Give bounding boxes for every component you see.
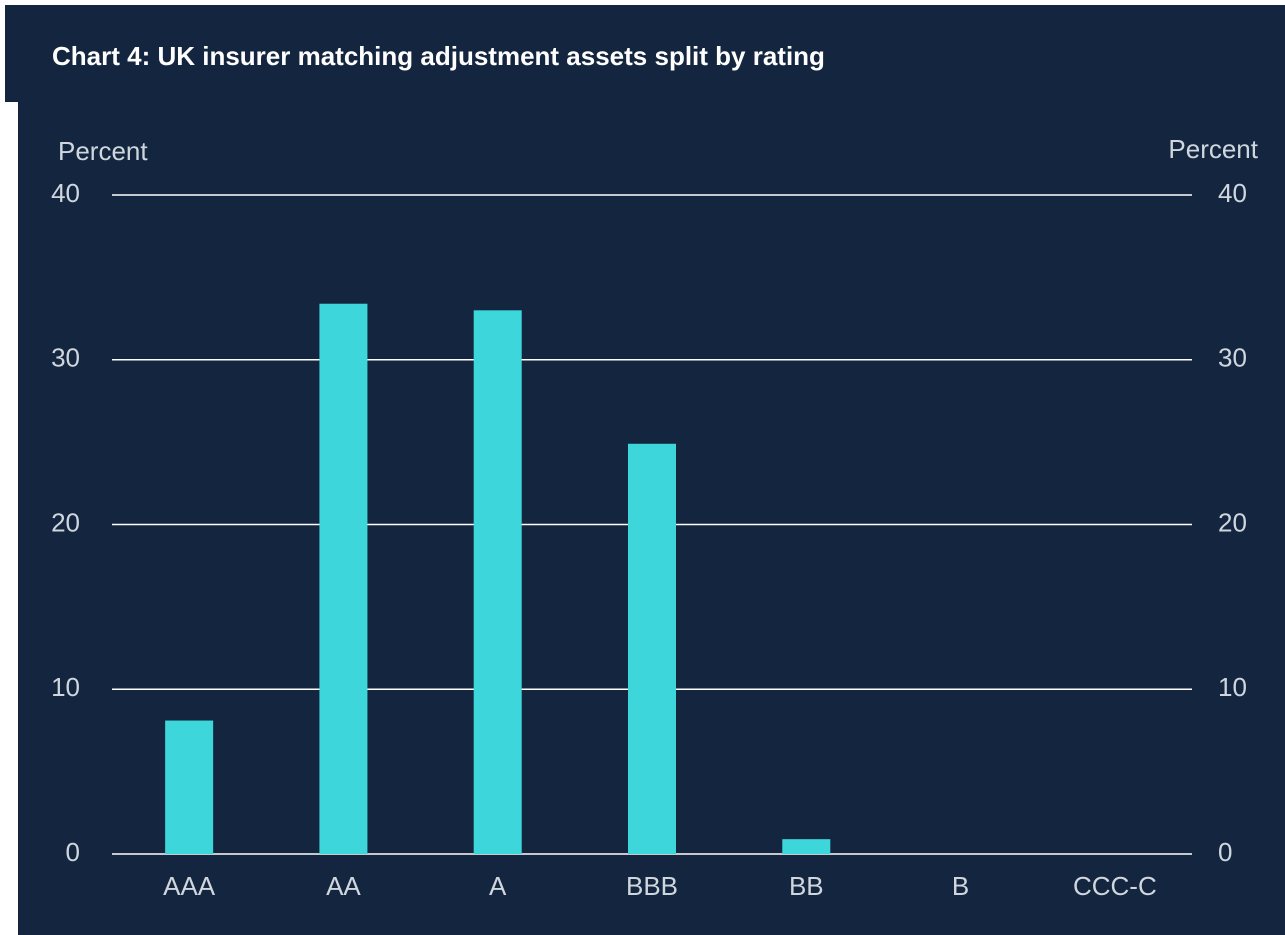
x-tick-label: CCC-C xyxy=(1073,871,1157,901)
x-tick-label: BBB xyxy=(626,871,678,901)
y2-axis-label: Percent xyxy=(1168,134,1258,164)
y2-tick-label: 10 xyxy=(1218,672,1247,702)
x-tick-label: BB xyxy=(789,871,824,901)
y-tick-label: 20 xyxy=(51,507,80,537)
y2-tick-label: 30 xyxy=(1218,343,1247,373)
bar xyxy=(473,310,522,854)
title-bar xyxy=(5,5,1285,102)
chart-title: Chart 4: UK insurer matching adjustment … xyxy=(52,41,825,71)
x-tick-label: B xyxy=(952,871,969,901)
bar xyxy=(165,720,214,854)
x-tick-label: AA xyxy=(326,871,361,901)
y-axis-label: Percent xyxy=(58,136,148,166)
y2-tick-label: 20 xyxy=(1218,507,1247,537)
bar xyxy=(782,839,831,854)
x-tick-label: A xyxy=(489,871,507,901)
bar xyxy=(319,303,368,854)
y-tick-label: 10 xyxy=(51,672,80,702)
y2-tick-label: 0 xyxy=(1218,837,1232,867)
y-tick-label: 40 xyxy=(51,178,80,208)
x-tick-label: AAA xyxy=(163,871,216,901)
y-tick-label: 30 xyxy=(51,343,80,373)
bar xyxy=(628,443,676,854)
y-tick-label: 0 xyxy=(66,837,80,867)
y2-tick-label: 40 xyxy=(1218,178,1247,208)
